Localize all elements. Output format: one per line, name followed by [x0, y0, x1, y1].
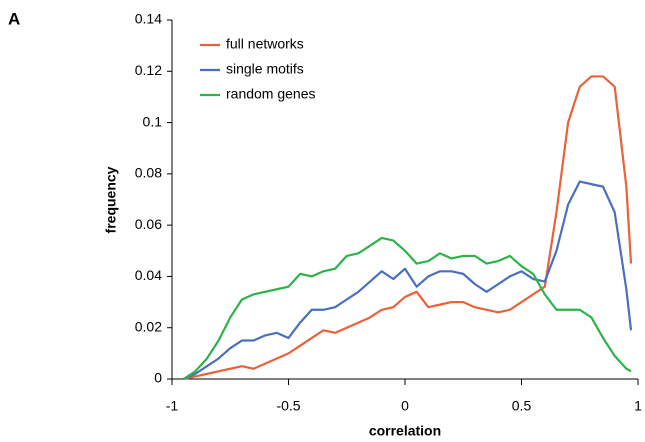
x-tick-label: -1 [166, 398, 179, 414]
x-tick-label: -0.5 [276, 398, 300, 414]
y-tick-label: 0.1 [143, 113, 163, 129]
x-axis-label: correlation [369, 423, 441, 439]
line-series [183, 236, 632, 380]
x-tick-label: 1 [634, 398, 642, 414]
legend-label: single motifs [226, 61, 304, 77]
y-axis-label: frequency [103, 166, 119, 233]
line-series [183, 180, 633, 381]
line-series [183, 75, 633, 381]
x-tick-label: 0 [401, 398, 409, 414]
y-tick-label: 0.14 [135, 11, 162, 27]
x-tick-label: 0.5 [512, 398, 532, 414]
legend-label: random genes [226, 86, 316, 102]
y-tick-label: 0.04 [135, 267, 162, 283]
y-tick-label: 0.06 [135, 216, 162, 232]
y-tick-label: 0.02 [135, 318, 162, 334]
y-tick-label: 0 [154, 370, 162, 386]
legend-label: full networks [226, 36, 304, 52]
y-tick-label: 0.08 [135, 165, 162, 181]
panel-label: A [8, 9, 20, 28]
y-tick-label: 0.12 [135, 62, 162, 78]
